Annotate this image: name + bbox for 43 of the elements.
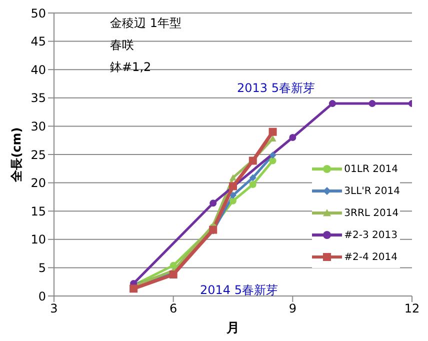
- y-tick-label: 10: [30, 232, 46, 247]
- point: [230, 174, 236, 181]
- y-tick-label: 25: [30, 148, 46, 162]
- point: [249, 174, 256, 182]
- point: [230, 192, 236, 199]
- point: [368, 100, 376, 108]
- point: [289, 134, 296, 142]
- legend-label: 3RRL 2014: [344, 208, 399, 218]
- y-tick-label: 50: [30, 6, 46, 20]
- y-tick-label: 0: [38, 289, 46, 304]
- point: [249, 181, 256, 188]
- legend-label: #2-4 2014: [344, 252, 398, 262]
- point: [328, 100, 336, 108]
- legend-label: 3LL'R 2014: [344, 186, 400, 196]
- annotation: 2014 5春新芽: [200, 282, 278, 299]
- x-tick-label: 6: [170, 302, 178, 316]
- point: [130, 284, 138, 293]
- annotation: 春咲: [110, 37, 134, 54]
- y-tick-label: 40: [30, 62, 46, 77]
- legend-label: #2-3 2013: [344, 230, 398, 240]
- annotation: 金稜辺 1年型: [110, 15, 182, 32]
- y-tick-label: 5: [38, 260, 46, 275]
- x-tick-label: 12: [404, 302, 420, 316]
- x-tick-label: 9: [288, 302, 296, 316]
- y-tick-label: 20: [30, 176, 46, 190]
- x-axis-title: 月: [226, 321, 240, 336]
- point: [269, 152, 276, 159]
- annotation: 2013 5春新芽: [237, 80, 315, 97]
- point: [269, 135, 276, 142]
- legend-label: 01LR 2014: [344, 164, 398, 174]
- y-axis-title: 全長(cm): [9, 127, 24, 183]
- point: [210, 200, 217, 207]
- y-tick-label: 45: [30, 34, 46, 49]
- annotation: 鉢#1,2: [110, 59, 152, 76]
- y-tick-label: 30: [30, 119, 46, 134]
- point: [229, 182, 237, 190]
- point: [170, 262, 177, 269]
- y-tick-label: 15: [30, 204, 46, 218]
- point: [268, 128, 277, 136]
- x-tick-label: 3: [50, 302, 58, 316]
- point: [230, 197, 236, 204]
- y-tick-label: 35: [30, 91, 46, 106]
- point: [269, 157, 276, 164]
